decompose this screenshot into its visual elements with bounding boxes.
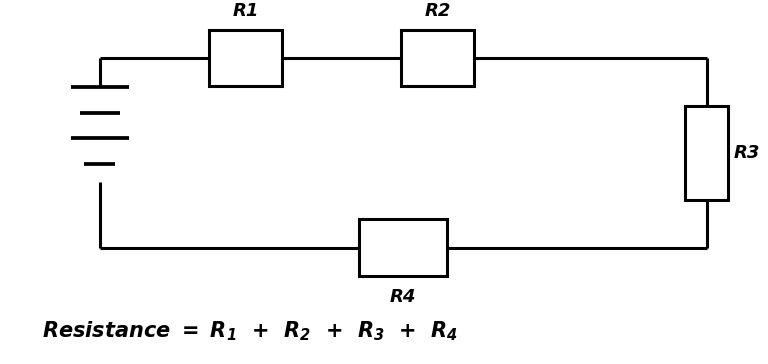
Bar (359, 219, 447, 276)
Text: R2: R2 (425, 2, 451, 20)
Text: R4: R4 (390, 288, 416, 306)
Bar (209, 30, 283, 86)
Bar (686, 106, 728, 200)
Text: $\bfit{Resistance}$ $\bfit{=}$ $\bfit{R_1}$  $\bfit{+}$  $\bfit{R_2}$  $\bfit{+}: $\bfit{Resistance}$ $\bfit{=}$ $\bfit{R_… (42, 320, 458, 343)
Text: R3: R3 (733, 144, 760, 162)
Bar (401, 30, 474, 86)
Text: R1: R1 (233, 2, 259, 20)
